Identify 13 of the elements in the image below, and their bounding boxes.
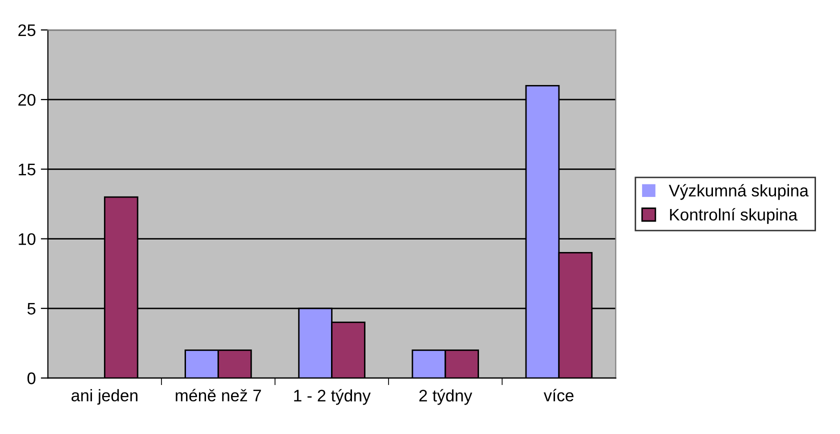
y-tick-label: 5: [27, 302, 36, 315]
legend-label: Kontrolní skupina: [670, 208, 798, 224]
y-tick-label: 20: [18, 94, 36, 106]
y-tick-label: 10: [18, 233, 36, 245]
x-tick-label: ani jeden: [72, 389, 138, 405]
legend-label: Výzkumná skupina: [668, 184, 809, 200]
x-tick-label: méně než 7: [176, 388, 261, 402]
x-tick-label: 2 týdny: [419, 389, 472, 405]
y-tick-label: 0: [27, 372, 36, 384]
y-tick-label: 15: [18, 164, 36, 176]
x-tick-label: 1 - 2 týdny: [294, 389, 371, 405]
y-tick-label: 25: [18, 24, 36, 36]
x-tick-label: více: [544, 388, 574, 402]
